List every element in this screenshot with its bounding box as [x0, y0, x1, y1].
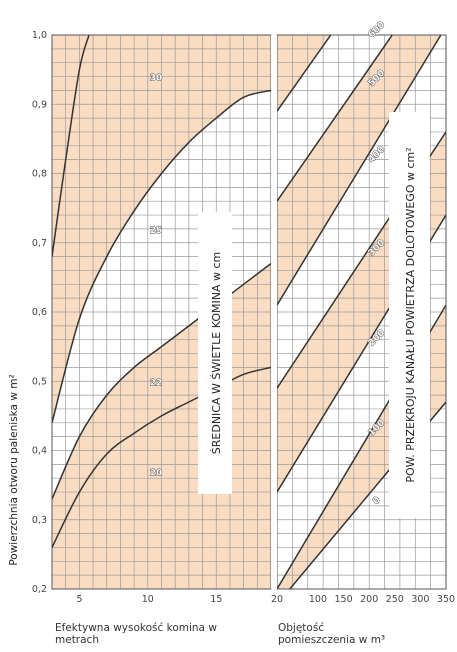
left-tick-labels: 0,2 0,3 0,4 0,5 0,6 0,7 0,8 0,9 1,0 5 10 15 [32, 30, 222, 605]
band-30 [52, 35, 271, 257]
x-tick-label: 15 [210, 594, 222, 605]
area-label-0: 0 [371, 495, 383, 507]
curve-30 [52, 35, 90, 257]
curve-22 [52, 262, 271, 500]
left-axis-title: Powierzchnia otworu paleniska w m² [8, 374, 20, 565]
x-tick-label: 20 [271, 594, 283, 605]
band-axis-title: ŚREDNICA W ŚWIETLE KOMINA w cm [210, 252, 223, 454]
x-tick-label: 150 [335, 594, 353, 605]
curve-20 [52, 366, 271, 548]
left-value-labels: 30 25 22 20 [149, 73, 163, 479]
x-tick-label: 350 [437, 594, 455, 605]
x-tick-label: 250 [386, 594, 404, 605]
area-label-600: 600 [367, 20, 387, 40]
right-tick-labels: 20 100 150 200 250 300 350 [271, 594, 455, 605]
panel-separator [271, 35, 277, 589]
y-tick-label: 0,2 [32, 584, 47, 595]
curve-25 [52, 89, 271, 423]
y-tick-label: 0,4 [32, 446, 47, 457]
x-tick-label: 200 [360, 594, 378, 605]
x-tick-label: 300 [411, 594, 429, 605]
y-tick-label: 0,9 [32, 99, 47, 110]
right-axis-title: POW. PRZEKROJU KANAŁU POWIETRZA DOLOTOWE… [404, 147, 417, 482]
y-tick-label: 0,3 [32, 515, 47, 526]
right-axis-title-box: POW. PRZEKROJU KANAŁU POWIETRZA DOLOTOWE… [389, 112, 430, 518]
left-chart-panel: 30 25 22 20 0,2 0,3 0,4 0,5 0,6 0,7 0,8 0,9 1,0 5 10 1… [32, 30, 272, 605]
line-400 [277, 35, 442, 306]
x-tick-label: 100 [309, 594, 327, 605]
y-tick-label: 0,6 [32, 307, 47, 318]
y-tick-label: 1,0 [32, 30, 47, 41]
x-tick-label: 5 [76, 594, 82, 605]
left-grid [51, 34, 272, 590]
right-axis-title-text: POW. PRZEKROJU KANAŁU POWIETRZA DOLOTOWE… [404, 147, 417, 482]
left-x-axis-title: Efektywna wysokość komina w metrach [55, 622, 217, 646]
band-label-box: ŚREDNICA W ŚWIETLE KOMINA w cm [198, 212, 232, 494]
y-tick-label: 0,5 [32, 376, 47, 387]
right-x-axis-title: Objętość pomieszczenia w m³ [278, 622, 386, 646]
diameter-label-22: 22 [150, 378, 163, 388]
diameter-label-25: 25 [150, 226, 163, 236]
diameter-label-30: 30 [150, 74, 163, 84]
diameter-label-20: 20 [150, 468, 163, 478]
band-400-500 [277, 35, 446, 306]
y-tick-label: 0,8 [32, 169, 47, 180]
x-tick-label: 10 [142, 594, 154, 605]
left-curves [52, 35, 271, 548]
line-600 [277, 35, 332, 112]
line-500 [277, 35, 393, 202]
y-tick-label: 0,7 [32, 238, 47, 249]
